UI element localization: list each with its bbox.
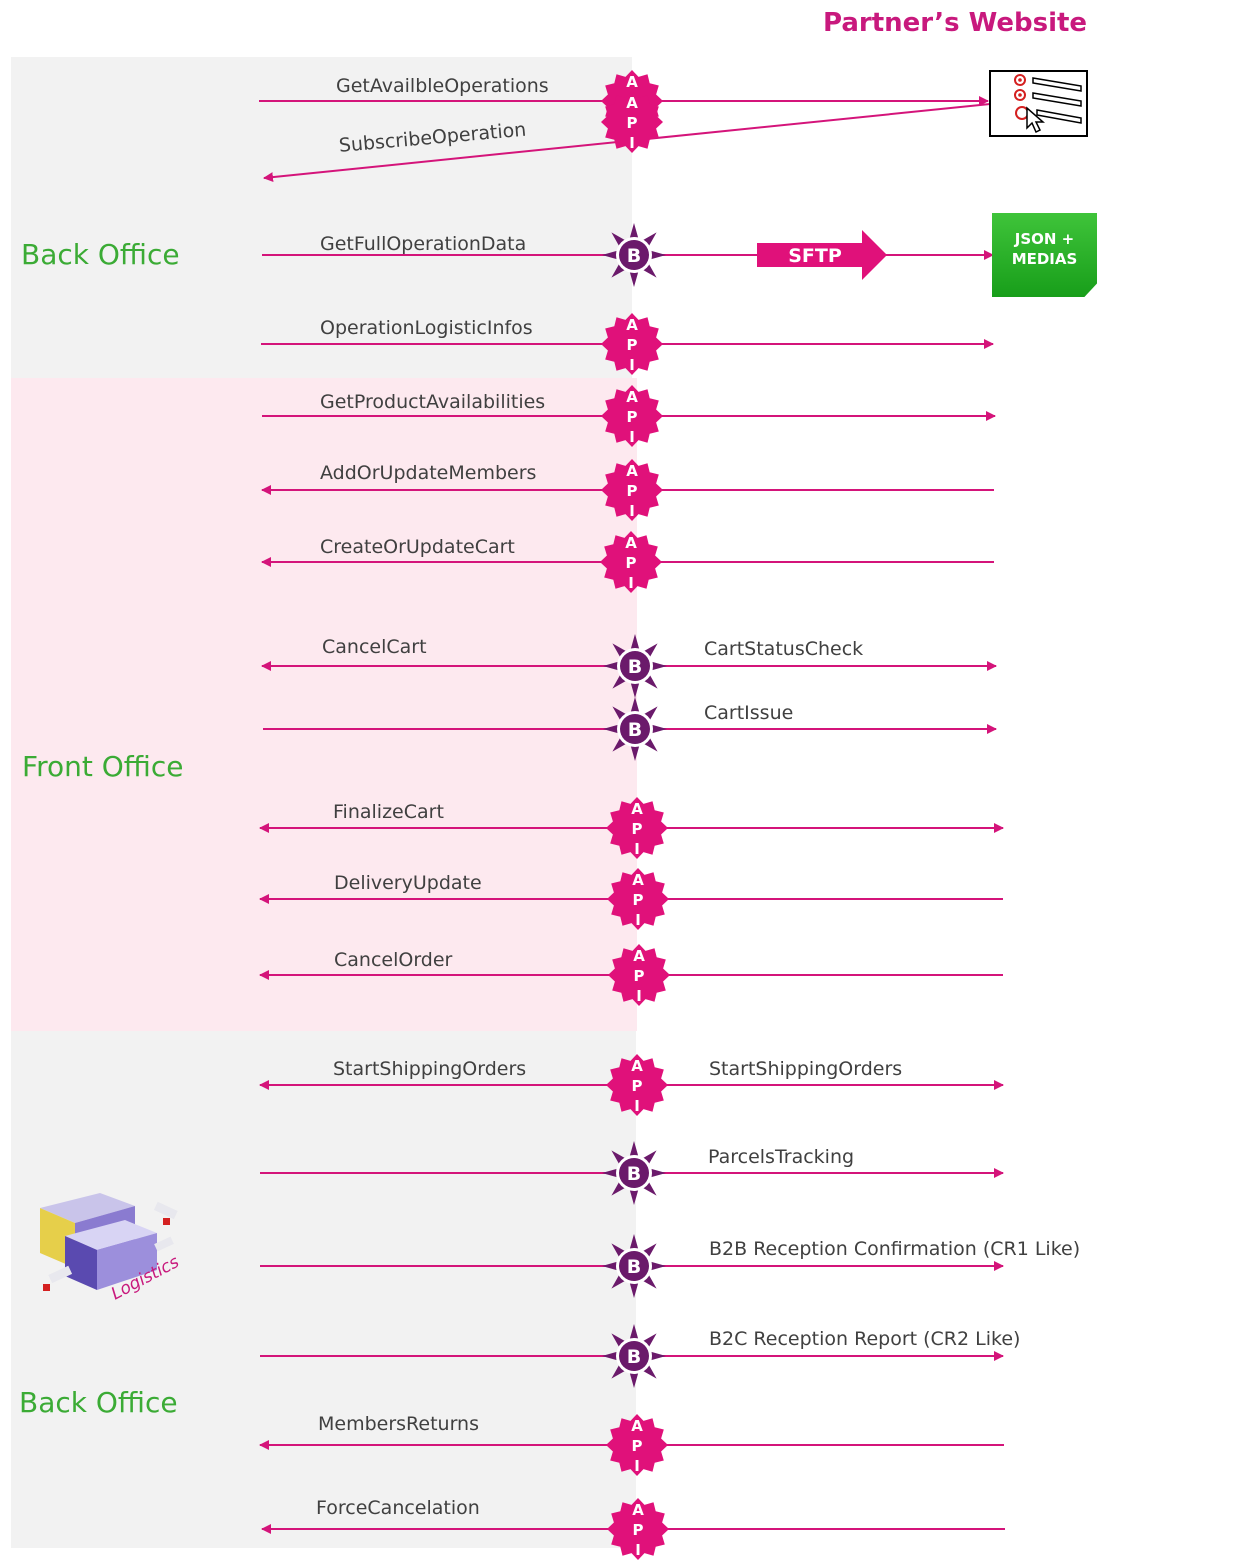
op-label-right-b2c-reception-report: B2C Reception Report (CR2 Like) (709, 1328, 1021, 1350)
api-badge-letter: P (632, 820, 643, 838)
api-badge-letter: I (634, 1097, 640, 1115)
partner-website-title: Partner’s Website (823, 8, 1088, 38)
sftp-label: SFTP (788, 245, 842, 267)
op-label-force-cancelation: ForceCancelation (316, 1497, 480, 1519)
api-badge-letter: A (626, 462, 638, 480)
api-badge-letter: P (627, 114, 638, 132)
json-box-line-1: JSON + (1014, 230, 1075, 248)
sftp-arrow: SFTP (757, 230, 887, 280)
op-label-right-b2b-reception-confirmation: B2B Reception Confirmation (CR1 Like) (709, 1238, 1081, 1260)
api-badge-letter: A (626, 388, 638, 406)
batch-badge-get-full-operation-data: B (602, 223, 666, 287)
api-badge-letter: A (626, 73, 638, 91)
back-office-zone-top (11, 57, 632, 378)
front-office-zone (11, 378, 637, 1031)
op-label-operation-logistic-infos: OperationLogisticInfos (320, 317, 533, 339)
api-badge-members-returns: API (606, 1414, 668, 1476)
section-label-back-office-top: Back Office (21, 238, 180, 271)
batch-badge-b2b-reception-confirmation: B (602, 1234, 666, 1298)
api-badge-letter: P (634, 967, 645, 985)
api-badge-letter: P (626, 554, 637, 572)
op-label-right-start-shipping-orders: StartShippingOrders (709, 1058, 903, 1080)
op-label-get-product-availabilities: GetProductAvailabilities (320, 391, 546, 413)
op-label-get-full-operation-data: GetFullOperationData (320, 233, 527, 255)
api-badge-start-shipping-orders: API (606, 1054, 668, 1116)
batch-badge-letter: B (627, 1346, 641, 1368)
api-badge-letter: A (626, 94, 638, 112)
api-badge-cancel-order: API (608, 944, 670, 1006)
api-badge-letter: I (636, 987, 642, 1005)
op-label-create-or-update-cart: CreateOrUpdateCart (320, 536, 515, 558)
json-medias-box: JSON + MEDIAS (992, 213, 1097, 297)
api-badge-subscribe-operation: API (601, 91, 663, 153)
op-label-finalize-cart: FinalizeCart (333, 801, 444, 823)
op-label-get-availble-operations: GetAvailbleOperations (336, 75, 549, 97)
op-label-members-returns: MembersReturns (318, 1413, 479, 1435)
api-badge-letter: I (629, 356, 635, 374)
batch-badge-cart-issue: B (603, 697, 667, 761)
api-badge-letter: A (631, 1057, 643, 1075)
api-badge-letter: P (633, 1521, 644, 1539)
op-label-cancel-cart: CancelCart (322, 636, 427, 658)
api-badge-get-product-availabilities: API (601, 385, 663, 447)
api-badge-letter: A (633, 947, 645, 965)
api-badge-letter: P (632, 1437, 643, 1455)
api-badge-letter: A (631, 1417, 643, 1435)
api-badge-letter: I (628, 574, 634, 592)
api-badge-force-cancelation: API (607, 1498, 669, 1560)
batch-badge-letter: B (627, 245, 641, 267)
op-label-cancel-order: CancelOrder (334, 949, 453, 971)
batch-badge-b2c-reception-report: B (602, 1324, 666, 1388)
back-office-zone-bottom (11, 1031, 636, 1548)
op-label-add-or-update-members: AddOrUpdateMembers (320, 462, 537, 484)
api-badge-delivery-update: API (607, 868, 669, 930)
api-badge-letter: I (629, 502, 635, 520)
batch-badge-letter: B (628, 656, 642, 678)
api-badge-letter: I (634, 840, 640, 858)
api-badge-letter: I (634, 1457, 640, 1475)
api-badge-letter: P (627, 336, 638, 354)
api-badge-letter: A (626, 316, 638, 334)
section-label-front-office: Front Office (22, 750, 184, 783)
api-badge-letter: P (627, 408, 638, 426)
api-badge-letter: A (631, 800, 643, 818)
batch-badge-parcels-tracking: B (602, 1141, 666, 1205)
api-badge-letter: A (625, 534, 637, 552)
op-label-delivery-update: DeliveryUpdate (334, 872, 482, 894)
batch-badge-letter: B (628, 719, 642, 741)
op-label-start-shipping-orders: StartShippingOrders (333, 1058, 527, 1080)
api-badge-add-or-update-members: API (601, 459, 663, 521)
api-badge-letter: I (635, 1541, 641, 1559)
api-badge-finalize-cart: API (606, 797, 668, 859)
partner-form-icon (989, 70, 1088, 137)
api-badge-letter: P (633, 891, 644, 909)
batch-badge-letter: B (627, 1256, 641, 1278)
api-badge-letter: P (627, 482, 638, 500)
api-badge-operation-logistic-infos: API (601, 313, 663, 375)
op-label-right-parcels-tracking: ParcelsTracking (708, 1146, 855, 1168)
api-badge-letter: I (629, 428, 635, 446)
op-label-right-cart-issue: CartIssue (704, 702, 794, 724)
api-badge-letter: I (629, 134, 635, 152)
batch-badge-cancel-cart: B (603, 634, 667, 698)
batch-badge-letter: B (627, 1163, 641, 1185)
op-label-right-cancel-cart: CartStatusCheck (704, 638, 864, 660)
api-badge-letter: A (632, 871, 644, 889)
section-label-back-office-bottom: Back Office (19, 1386, 178, 1419)
logistics-warehouse-icon: Logistics (35, 1188, 195, 1313)
api-badge-create-or-update-cart: API (600, 531, 662, 593)
api-badge-letter: I (635, 911, 641, 929)
api-badge-letter: P (632, 1077, 643, 1095)
api-badge-letter: A (632, 1501, 644, 1519)
json-box-line-2: MEDIAS (1011, 250, 1078, 268)
